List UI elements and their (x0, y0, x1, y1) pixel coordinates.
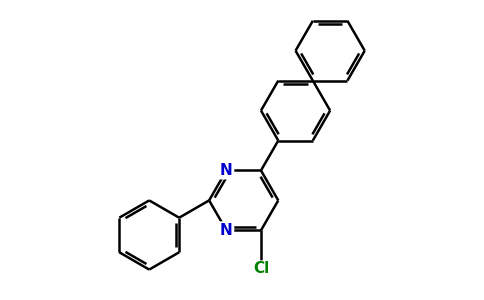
Text: N: N (220, 223, 233, 238)
Text: Cl: Cl (253, 262, 269, 277)
Text: N: N (220, 163, 233, 178)
